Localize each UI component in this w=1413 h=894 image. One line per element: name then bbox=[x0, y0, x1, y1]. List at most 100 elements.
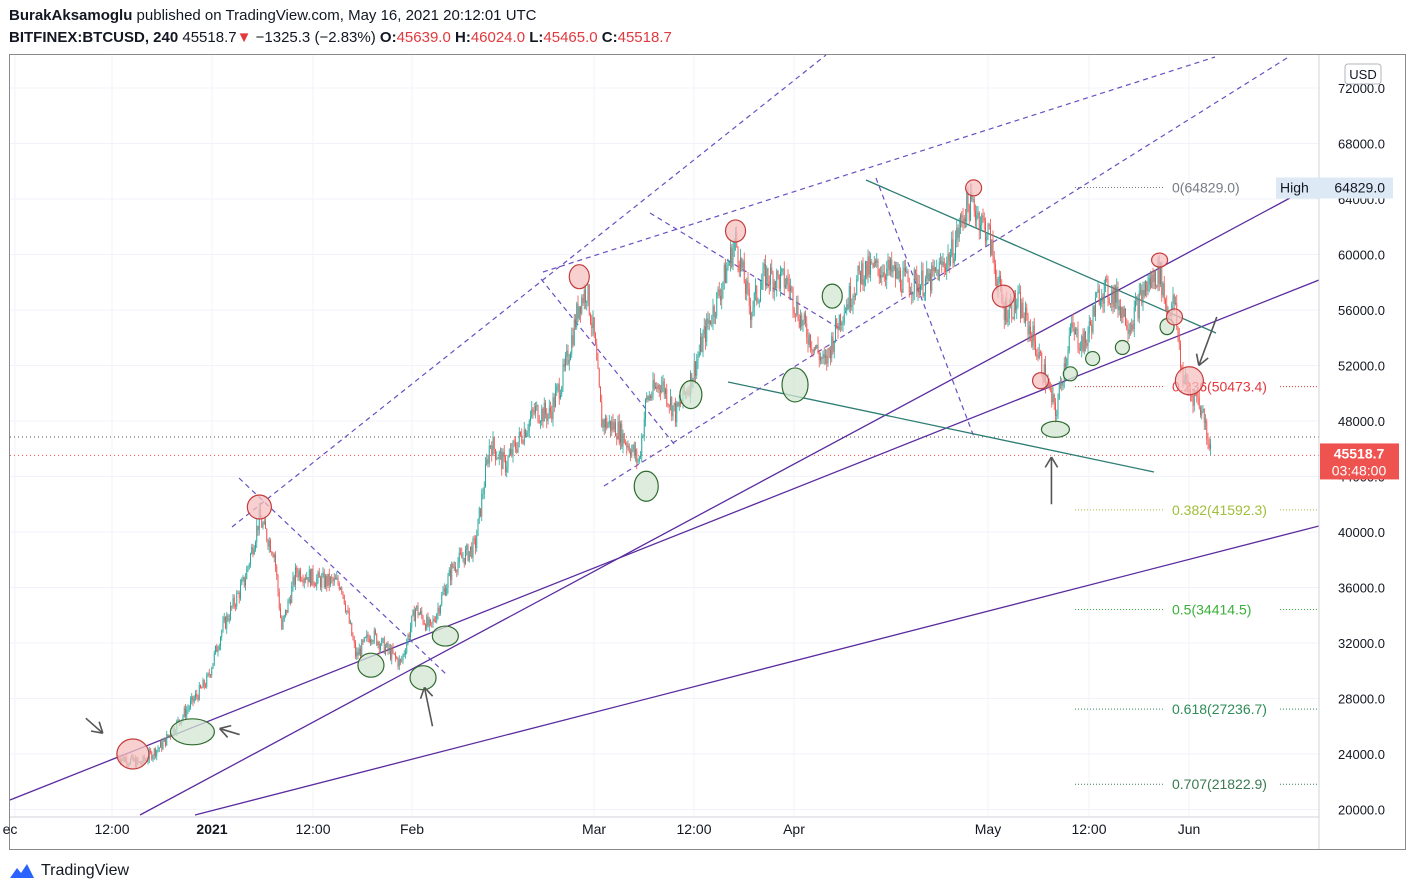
pointer-arrow-icon bbox=[1044, 456, 1053, 468]
candle-body bbox=[376, 633, 378, 646]
candle-body bbox=[228, 619, 230, 621]
candle-body bbox=[202, 680, 204, 688]
candle-body bbox=[1038, 352, 1040, 358]
candle-body bbox=[397, 658, 399, 667]
candle-body bbox=[1078, 348, 1080, 350]
candle-body bbox=[420, 610, 421, 614]
candle-body bbox=[590, 314, 591, 324]
candlestick-series[interactable] bbox=[117, 183, 1211, 769]
candle-body bbox=[1075, 329, 1076, 335]
symbol-name[interactable]: BITFINEX:BTCUSD, 240 bbox=[9, 29, 179, 46]
candle-body bbox=[203, 680, 205, 687]
candle-body bbox=[415, 609, 416, 622]
candle-body bbox=[998, 275, 1000, 283]
candle-body bbox=[573, 319, 575, 345]
candle-body bbox=[897, 267, 899, 279]
candle-body bbox=[655, 386, 656, 389]
candle-body bbox=[1068, 335, 1070, 351]
candle-body bbox=[671, 397, 673, 417]
candle-body bbox=[398, 659, 400, 667]
fib-level-label: 0.5(34414.5) bbox=[1172, 601, 1251, 617]
candle-body bbox=[223, 617, 225, 622]
candle-body bbox=[1007, 318, 1009, 322]
candle-body bbox=[182, 715, 184, 720]
candle-body bbox=[298, 570, 300, 578]
candle-body bbox=[996, 278, 998, 289]
candle-body bbox=[281, 617, 283, 629]
candle-body bbox=[957, 227, 959, 238]
marker-red-circle bbox=[1165, 308, 1184, 326]
candle-body bbox=[558, 384, 560, 399]
candle-body bbox=[393, 653, 395, 655]
author-name[interactable]: BurakAksamoglu bbox=[9, 7, 133, 24]
candle-body bbox=[383, 638, 385, 654]
trend-lines[interactable] bbox=[10, 55, 1319, 816]
candle-body bbox=[348, 611, 350, 624]
candle-body bbox=[513, 441, 515, 443]
candle-body bbox=[1023, 317, 1025, 323]
fib-level-label: 0.707(21822.9) bbox=[1172, 776, 1267, 792]
candle-body bbox=[516, 449, 518, 453]
candle-body bbox=[278, 591, 280, 609]
candle-body bbox=[315, 585, 316, 587]
close-value: 45518.7 bbox=[617, 29, 672, 46]
candle-body bbox=[1157, 261, 1159, 287]
candle-body bbox=[365, 637, 366, 639]
candle-body bbox=[1085, 331, 1086, 344]
trendline-resistance-teal bbox=[865, 179, 1217, 334]
candle-body bbox=[1106, 278, 1108, 280]
high-value: 46024.0 bbox=[470, 29, 526, 46]
candle-body bbox=[250, 554, 251, 565]
candle-body bbox=[871, 261, 873, 263]
candle-body bbox=[186, 709, 188, 717]
annotation-marks[interactable] bbox=[85, 179, 1218, 770]
candle-body bbox=[196, 693, 198, 697]
candle-body bbox=[502, 451, 504, 470]
candle-body bbox=[601, 402, 603, 428]
tradingview-logo-icon[interactable] bbox=[9, 862, 35, 880]
price-axis[interactable]: 20000.0 24000.0 28000.0 32000.0 36000.0 40000… bbox=[1318, 55, 1385, 849]
candle-body bbox=[866, 261, 868, 277]
candle-body bbox=[695, 361, 696, 376]
candle-body bbox=[280, 608, 281, 618]
candle-body bbox=[1181, 367, 1183, 370]
candle-body bbox=[1083, 331, 1085, 352]
candle-body bbox=[216, 646, 218, 653]
candle-body bbox=[591, 323, 593, 328]
candle-body bbox=[991, 239, 993, 255]
candle-body bbox=[161, 741, 163, 750]
time-axis[interactable]: ec 12:00 2021 12:00 Feb Mar 12:00 Apr May 12:00 Ju… bbox=[3, 816, 1319, 837]
candle-body bbox=[1015, 292, 1016, 311]
candle-body bbox=[230, 606, 231, 620]
candle-body bbox=[750, 305, 751, 320]
candle-body bbox=[748, 288, 750, 306]
candle-body bbox=[947, 253, 949, 262]
candle-body bbox=[241, 580, 243, 585]
pointer-arrow-icon bbox=[219, 724, 232, 730]
candle-body bbox=[568, 359, 570, 364]
candle-body bbox=[188, 707, 190, 709]
candle-body bbox=[577, 303, 579, 319]
candle-body bbox=[1201, 411, 1203, 416]
candle-body bbox=[882, 272, 884, 278]
candle-body bbox=[1098, 289, 1100, 305]
candle-body bbox=[165, 737, 166, 746]
candle-body bbox=[496, 458, 498, 460]
candle-body bbox=[1111, 290, 1113, 304]
footer-brand[interactable]: TradingView bbox=[41, 862, 130, 879]
candle-body bbox=[367, 634, 369, 639]
candle-body bbox=[238, 592, 240, 599]
candle-body bbox=[458, 552, 460, 563]
fibonacci-retracement[interactable]: 0(64829.0)0.236(50473.4)0.382(41592.3)0.… bbox=[1075, 179, 1319, 792]
candle-body bbox=[841, 322, 843, 326]
candle-body bbox=[1031, 334, 1033, 347]
candle-body bbox=[646, 396, 648, 400]
candle-body bbox=[318, 572, 320, 578]
candle-body bbox=[555, 390, 556, 407]
marker-green-circle bbox=[633, 470, 659, 502]
candle-body bbox=[885, 276, 886, 280]
candle-body bbox=[1128, 330, 1130, 334]
candle-body bbox=[1095, 297, 1096, 317]
candle-body bbox=[450, 569, 451, 581]
